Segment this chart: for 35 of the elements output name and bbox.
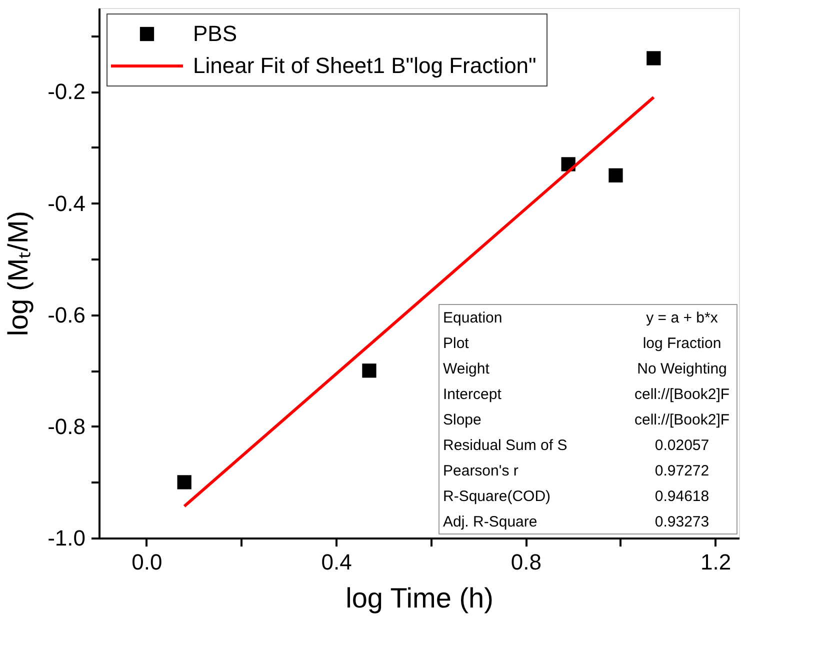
annotation: 0.97272 (654, 462, 710, 480)
y-axis-title: log (Mₜ/M) (2, 210, 34, 336)
annotation: Intercept (443, 386, 502, 403)
annotation: 0.02057 (654, 436, 710, 454)
annotation: y = a + b*x (646, 309, 718, 326)
annotation: 0.93273 (654, 513, 710, 530)
point (177, 475, 192, 490)
point (646, 51, 661, 66)
x-tick-label: 1.2 (700, 550, 732, 574)
annotation: No Weighting (637, 360, 727, 378)
x-tick-label: 0.8 (510, 550, 542, 574)
annotation: 0.94618 (654, 488, 710, 505)
y-tick-label: -0.6 (48, 302, 86, 328)
annotation: Equation (443, 309, 502, 326)
y-tick-label: -0.8 (48, 414, 86, 439)
legend-label: Linear Fit of Sheet1 B"log Fraction" (193, 53, 536, 78)
y-tick-label: -0.4 (48, 190, 86, 216)
annotation: Pearson's r (443, 462, 518, 480)
x-tick-label: 0.4 (321, 550, 352, 574)
annotation: cell://[Book2]F (634, 386, 730, 403)
annotation: Residual Sum of S (443, 436, 568, 454)
point (608, 168, 623, 182)
annotation: Plot (443, 334, 470, 352)
legend-label: PBS (193, 21, 238, 46)
y-tick-label: -0.2 (48, 79, 86, 104)
annotation: Weight (443, 360, 490, 378)
annotation: Adj. R-Square (443, 513, 538, 530)
point (362, 364, 376, 378)
annotation: log Fraction (642, 334, 722, 352)
x-tick-label: 0.0 (132, 550, 162, 574)
x-axis-title: log Time (h) (346, 582, 494, 614)
annotation: Slope (443, 411, 482, 428)
annotation: R-Square(COD) (443, 488, 551, 505)
y-tick-label: -1.0 (48, 526, 86, 550)
annotation: cell://[Book2]F (634, 411, 730, 428)
